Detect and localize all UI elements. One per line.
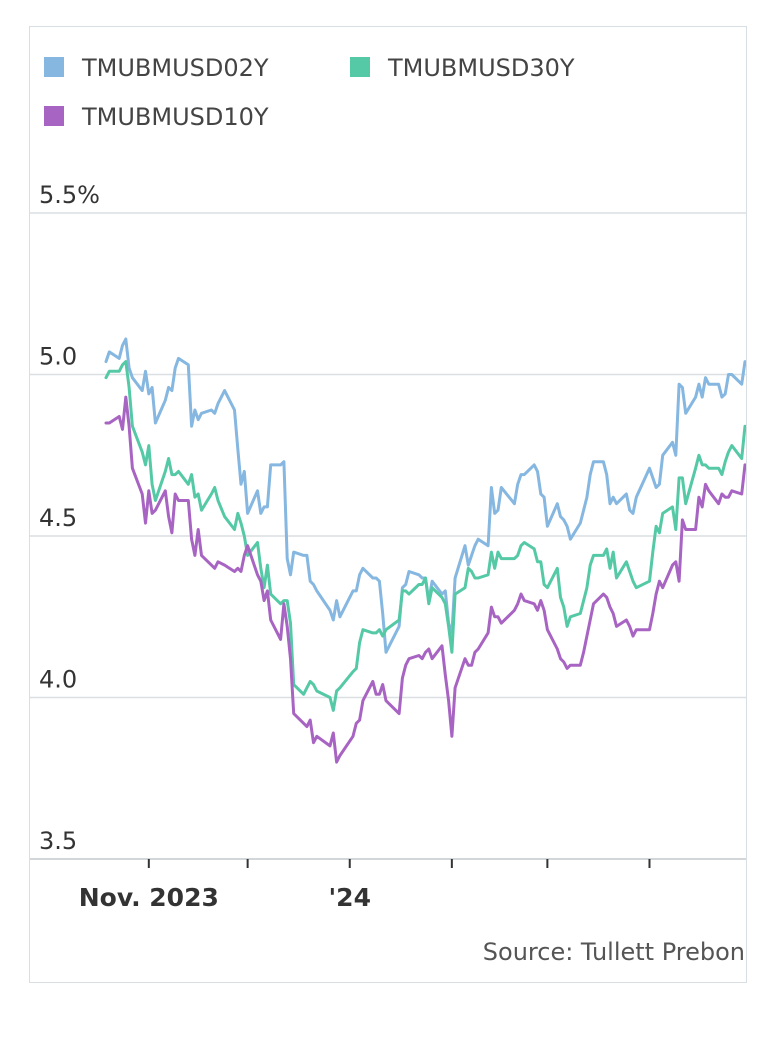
legend-label-tmubmusd10y: TMUBMUSD10Y — [81, 103, 269, 131]
legend: TMUBMUSD02Y TMUBMUSD30Y TMUBMUSD10Y — [44, 54, 575, 131]
y-axis-labels: 5.5% 5.0 4.5 4.0 3.5 — [39, 181, 100, 855]
legend-swatch-tmubmusd02y — [44, 57, 64, 77]
chart-card: TMUBMUSD02Y TMUBMUSD30Y TMUBMUSD10Y 5.5% 5.… — [29, 26, 747, 983]
source-note: Source: Tullett Prebon — [483, 938, 745, 966]
y-tick-label-5-0: 5.0 — [39, 343, 77, 371]
x-tick-label-24: '24 — [329, 883, 371, 912]
x-tick-label-nov-2023: Nov. 2023 — [79, 883, 219, 912]
x-axis: Nov. 2023 '24 — [79, 859, 651, 912]
gridlines — [30, 212, 746, 860]
y-tick-label-4-5: 4.5 — [39, 504, 77, 532]
legend-label-tmubmusd02y: TMUBMUSD02Y — [81, 54, 269, 82]
y-tick-label-5-5: 5.5% — [39, 181, 100, 209]
series-line-tmubmusd02y — [104, 337, 746, 654]
y-tick-label-4-0: 4.0 — [39, 666, 77, 694]
series-line-tmubmusd30y — [104, 360, 746, 712]
legend-swatch-tmubmusd30y — [350, 57, 370, 77]
legend-label-tmubmusd30y: TMUBMUSD30Y — [387, 54, 575, 82]
series-line-tmubmusd10y — [104, 395, 746, 764]
legend-swatch-tmubmusd10y — [44, 106, 64, 126]
y-tick-label-3-5: 3.5 — [39, 827, 77, 855]
series-lines — [104, 337, 746, 764]
